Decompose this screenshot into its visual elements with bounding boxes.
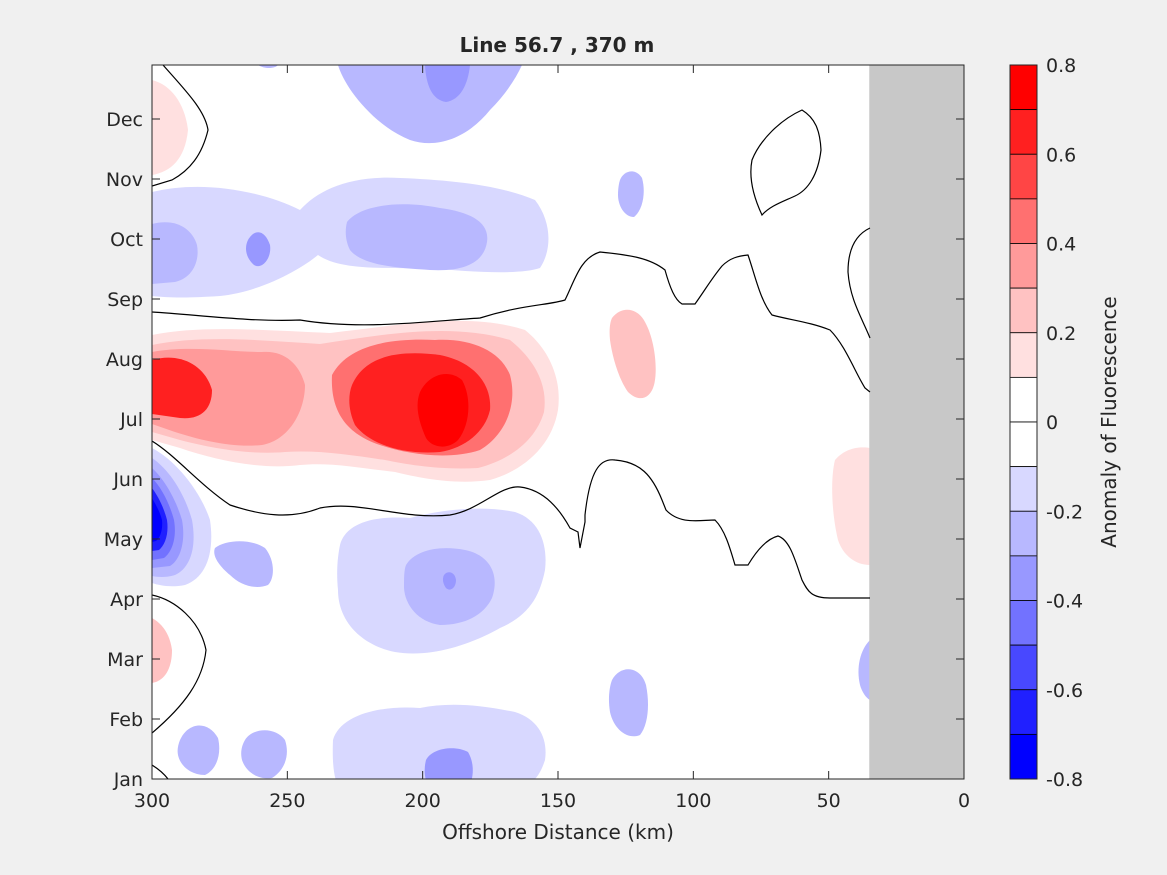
y-tick-label: Oct xyxy=(110,229,143,251)
small-negative-blob xyxy=(214,541,273,587)
x-tick-label: 50 xyxy=(817,790,841,812)
small-negative-blob xyxy=(608,669,648,737)
y-tick-label: Dec xyxy=(106,109,143,131)
x-tick-label: 0 xyxy=(958,790,970,812)
march-coastal-positive-level xyxy=(152,618,172,683)
colorbar-tick-label: -0.8 xyxy=(1046,769,1083,791)
x-tick-label: 150 xyxy=(540,790,576,812)
october-negative-band-level xyxy=(152,222,198,284)
zero-contour xyxy=(152,251,871,393)
small-negative-blob xyxy=(425,65,470,102)
april-negative xyxy=(214,508,546,654)
y-tick-label: Nov xyxy=(106,169,143,191)
y-tick-label: Jun xyxy=(112,469,143,491)
january-negative-level xyxy=(332,704,546,779)
y-tick-label: Apr xyxy=(110,589,143,611)
colorbar-frame xyxy=(1009,64,1038,780)
colorbar-label: Anomaly of Fluorescence xyxy=(1097,296,1121,547)
colorbar-tick-label: -0.4 xyxy=(1046,591,1083,613)
x-axis-label: Offshore Distance (km) xyxy=(442,820,674,844)
january-negative-level xyxy=(424,748,473,779)
colorbar-segment xyxy=(1009,332,1038,378)
colorbar-segment xyxy=(1009,466,1038,512)
colorbar-segment xyxy=(1009,64,1038,111)
y-tick-label: Sep xyxy=(107,289,143,311)
plot-area: 300 250 200 150 100 50 0 Jan Feb Mar Apr May Jun Jul… xyxy=(104,64,970,844)
october-negative-band xyxy=(152,65,870,737)
small-negative-blob xyxy=(177,725,220,775)
colorbar-segment xyxy=(1009,555,1038,601)
zero-contour-lines xyxy=(152,65,871,779)
y-tick-label: Mar xyxy=(107,649,143,671)
y-tick-label: Aug xyxy=(106,349,143,371)
small-positive-blob xyxy=(832,447,870,565)
colorbar-segment xyxy=(1009,689,1038,735)
zero-contour xyxy=(152,764,169,779)
y-axis: Jan Feb Mar Apr May Jun Jul Aug Sep Oct Nov Dec xyxy=(104,109,964,791)
december-coastal-positive-level xyxy=(152,80,188,175)
coastal-may-negative-level xyxy=(152,498,163,542)
chart-title: Line 56.7 , 370 m xyxy=(460,33,655,57)
colorbar-segment xyxy=(1009,376,1038,423)
colorbar-segment xyxy=(1009,510,1038,557)
summer-positive-band-level xyxy=(417,373,469,447)
offshore-aug-positive xyxy=(585,285,870,565)
colorbar-segment xyxy=(1009,600,1038,646)
zero-contour xyxy=(152,65,209,187)
contour-fills xyxy=(152,65,964,779)
zero-contour xyxy=(847,227,871,339)
colorbar-tick-label: 0.4 xyxy=(1046,234,1076,256)
april-negative-level xyxy=(442,572,456,590)
y-tick-label: Jan xyxy=(113,769,143,791)
colorbar-segment xyxy=(1009,153,1038,200)
colorbar-segment xyxy=(1009,109,1038,155)
small-negative-blob xyxy=(338,65,522,144)
colorbar-segment xyxy=(1009,644,1038,691)
october-negative-band-level xyxy=(246,232,271,267)
colorbar-segment xyxy=(1009,243,1038,289)
y-tick-label: Feb xyxy=(109,709,143,731)
colorbar-tick-label: 0.8 xyxy=(1046,55,1076,77)
y-tick-label: May xyxy=(104,529,143,551)
zero-contour xyxy=(750,109,822,217)
small-negative-blob xyxy=(858,640,870,700)
colorbar-segment xyxy=(1009,287,1038,334)
march-coastal-positive xyxy=(152,598,192,707)
summer-positive-band-level xyxy=(152,357,212,419)
x-tick-label: 100 xyxy=(675,790,711,812)
zero-contour xyxy=(152,440,870,599)
colorbar-tick-label: -0.2 xyxy=(1046,501,1083,523)
colorbar-segment xyxy=(1009,733,1038,780)
coastal-may-negative xyxy=(152,448,212,587)
zero-contour xyxy=(152,594,207,734)
december-coastal-positive xyxy=(152,80,188,175)
colorbar-segment xyxy=(1009,198,1038,244)
summer-positive-band xyxy=(152,308,580,495)
small-negative-blob xyxy=(241,730,287,779)
small-negative-blob xyxy=(258,65,278,69)
colorbar-tick-label: 0.2 xyxy=(1046,323,1076,345)
january-negative xyxy=(177,704,546,779)
colorbar-tick-label: 0.6 xyxy=(1046,144,1076,166)
october-negative-band-level xyxy=(345,204,488,271)
small-negative-blob xyxy=(618,171,644,217)
x-tick-label: 250 xyxy=(269,790,305,812)
colorbar: 0.8 0.6 0.4 0.2 0 -0.2 -0.4 -0.6 -0.8 Anomaly of… xyxy=(1009,55,1121,791)
colorbar-tick-label: -0.6 xyxy=(1046,680,1083,702)
x-tick-label: 200 xyxy=(405,790,441,812)
y-tick-label: Jul xyxy=(119,409,143,431)
march-coastal-positive-level xyxy=(152,598,192,707)
no-data-region xyxy=(869,65,964,779)
colorbar-segment xyxy=(1009,421,1038,468)
offshore-aug-positive-level xyxy=(609,309,656,399)
x-axis: 300 250 200 150 100 50 0 xyxy=(134,65,970,812)
x-tick-label: 300 xyxy=(134,790,170,812)
colorbar-tick-label: 0 xyxy=(1046,412,1058,434)
